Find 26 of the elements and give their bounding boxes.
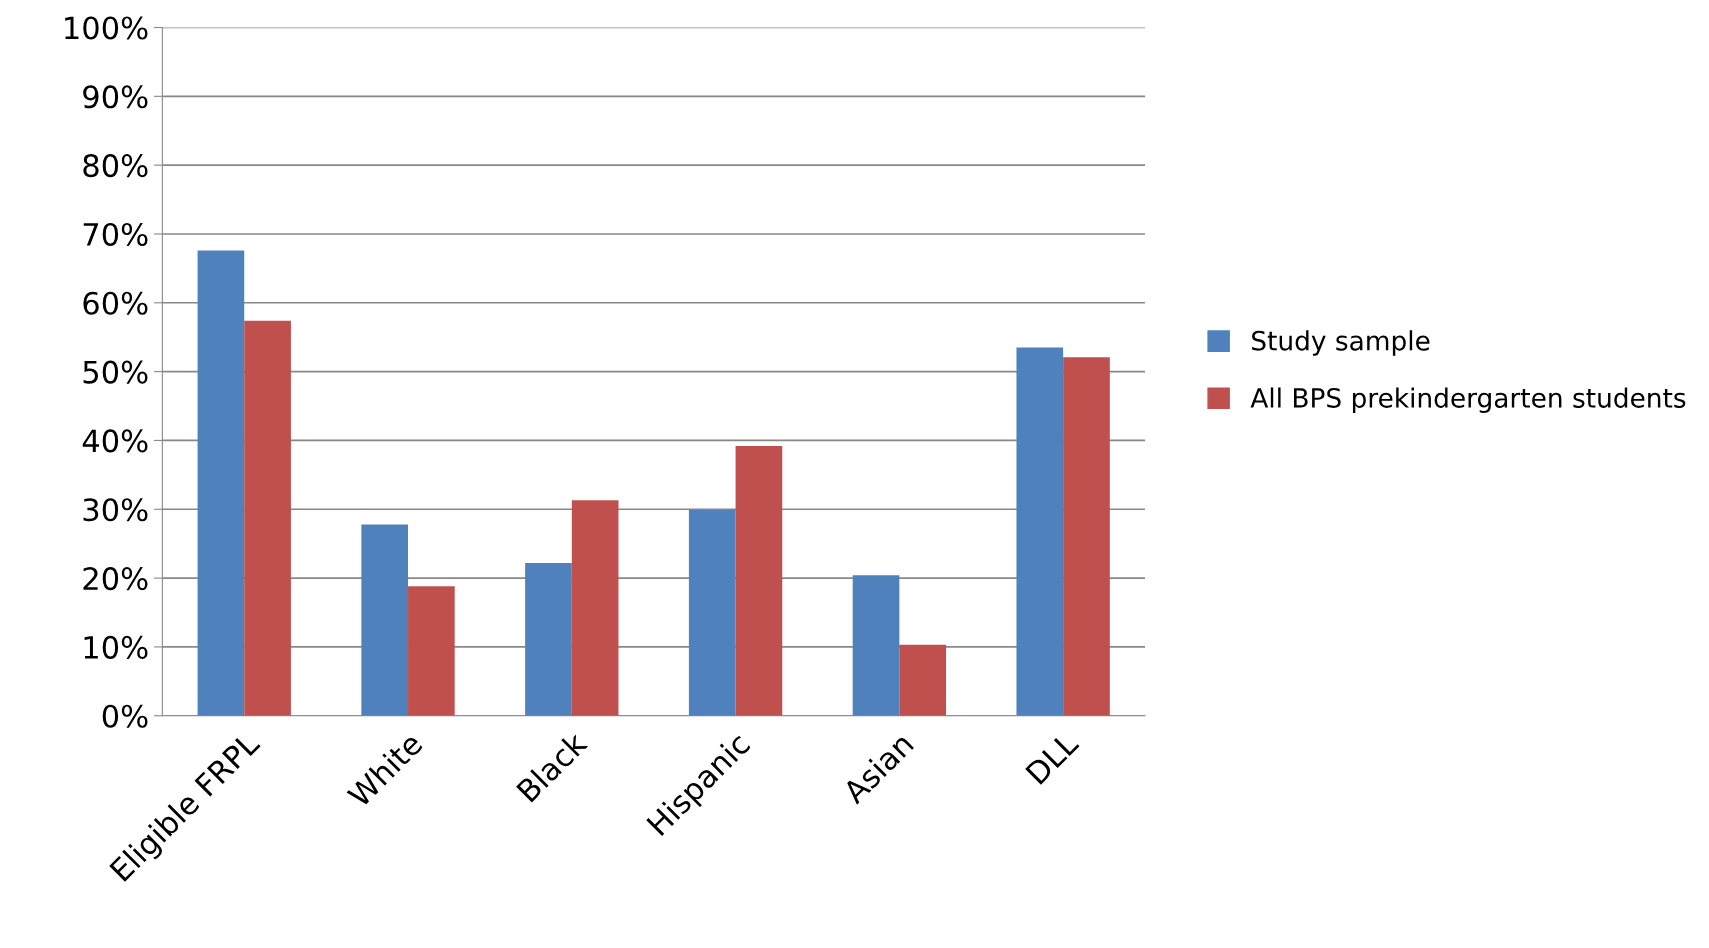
y-tick-label: 50%: [83, 360, 148, 384]
y-tick-label: 60%: [83, 291, 148, 315]
y-tick-label: 10%: [84, 635, 148, 659]
legend-label: Study sample: [1252, 330, 1430, 356]
y-tick-label: 30%: [83, 498, 148, 522]
bar: [899, 644, 947, 716]
bar: [361, 524, 409, 716]
bar: [571, 500, 619, 716]
bar: [525, 562, 572, 716]
y-tick-label: 20%: [83, 567, 148, 591]
y-tick-label: 80%: [83, 154, 148, 178]
y-tick-label: 0%: [102, 704, 148, 728]
bar: [197, 250, 245, 716]
bar: [735, 445, 783, 716]
bar: [244, 320, 291, 716]
bar: [688, 509, 736, 716]
bar: [1016, 347, 1064, 716]
y-tick-label: 70%: [83, 222, 148, 247]
bar: [1063, 357, 1110, 716]
bar: [852, 575, 900, 716]
legend-label: All BPS prekindergarten students: [1250, 387, 1686, 413]
y-tick-label: 100%: [65, 16, 148, 40]
y-tick-label: 90%: [83, 85, 148, 109]
x-tick-label: DLL: [1025, 730, 1080, 785]
bar: [408, 586, 455, 716]
y-tick-label: 40%: [82, 429, 148, 453]
